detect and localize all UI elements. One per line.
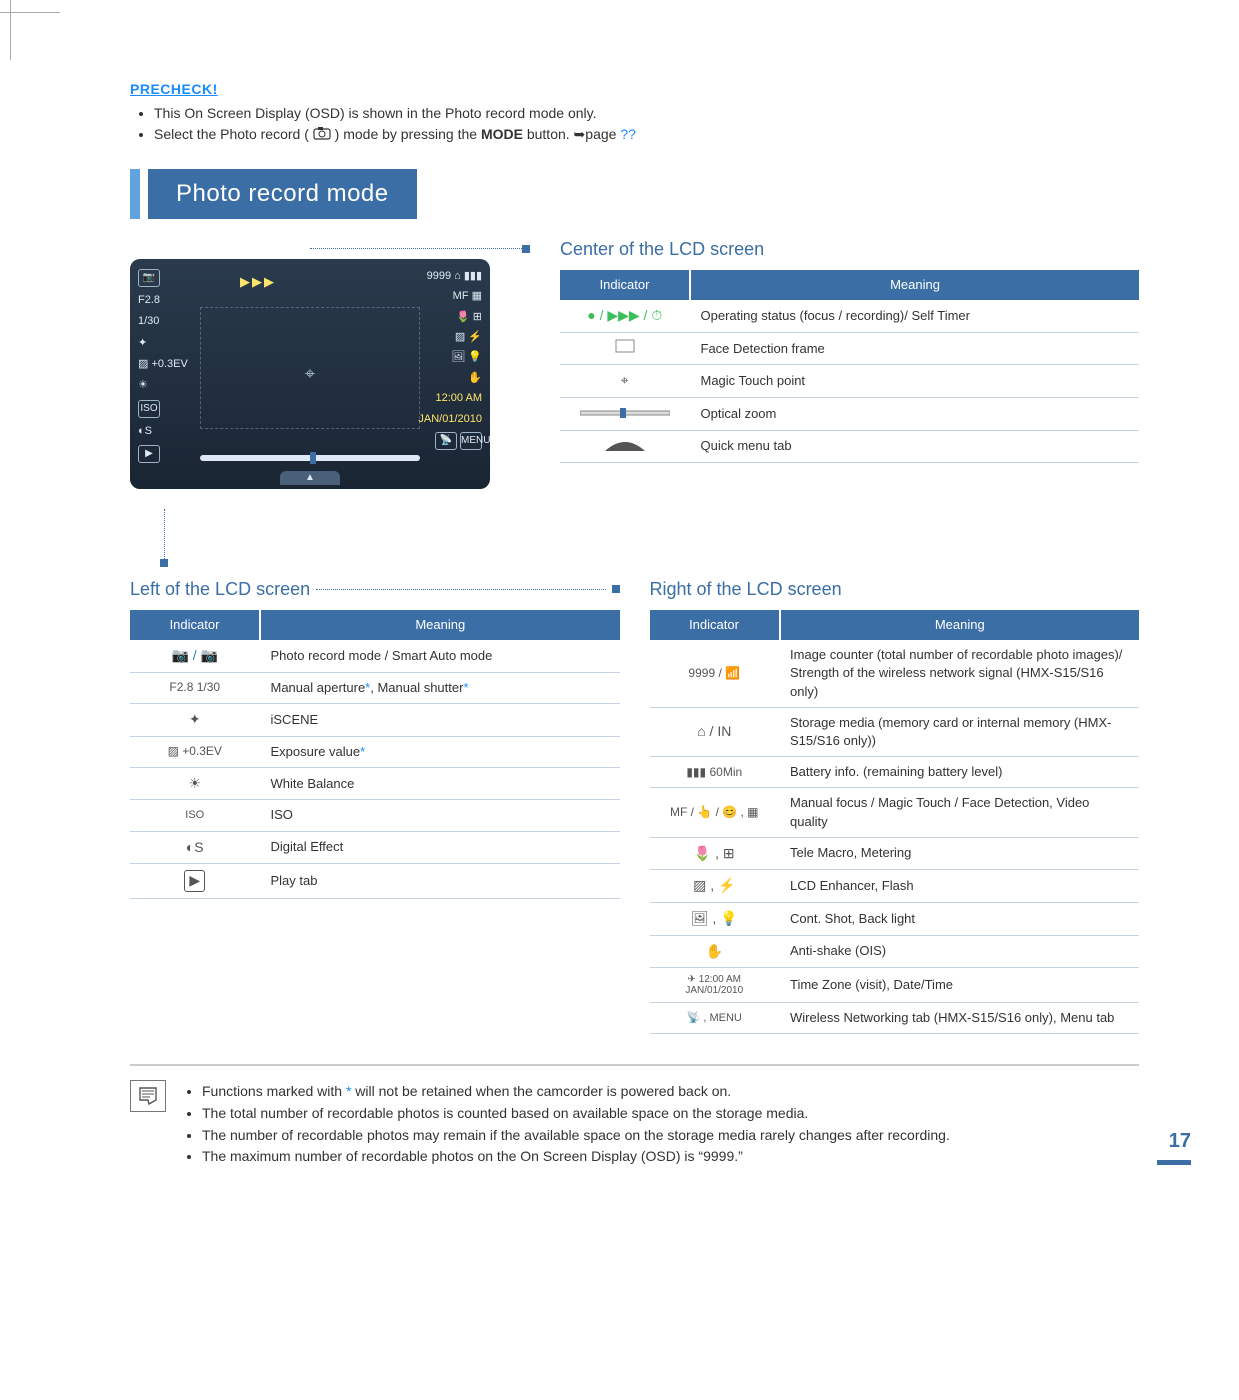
right-table: Indicator Meaning 9999 / 📶Image counter … xyxy=(650,610,1140,1034)
left-table: Indicator Meaning 📷 / 📷Photo record mode… xyxy=(130,610,620,899)
table-row: 📷 / 📷Photo record mode / Smart Auto mode xyxy=(130,640,620,672)
menu-icon: MENU xyxy=(460,432,482,450)
wifi-icon: 📡 xyxy=(435,432,457,450)
connector-line xyxy=(310,248,522,249)
camera-icon xyxy=(313,126,331,146)
left-title: Left of the LCD screen xyxy=(130,577,310,602)
table-row: 📡 , MENUWireless Networking tab (HMX-S15… xyxy=(650,1003,1140,1034)
table-row: Face Detection frame xyxy=(560,332,1139,365)
table-row: ISOISO xyxy=(130,800,620,831)
table-row: ⌖Magic Touch point xyxy=(560,365,1139,398)
table-row: ◐SDigital Effect xyxy=(130,831,620,864)
table-row: ▨ , ⚡LCD Enhancer, Flash xyxy=(650,870,1140,903)
crop-mark-top xyxy=(0,12,60,13)
lcd-right-column: 9999 ⌂ ▮▮▮ MF ▦ 🌷 ⊞ ▨ ⚡ 🖼 💡 ✋ 12:00 AM J… xyxy=(418,269,482,450)
lcd-shutter: 1/30 xyxy=(138,314,188,329)
lcd-row-ois: ✋ xyxy=(468,371,482,386)
lcd-preview: ▶▶▶ ⌖ 📷 F2.8 1/30 ✦ ▨ +0.3EV ☀ ISO ◐S ▶ … xyxy=(130,259,490,489)
connector-dot xyxy=(612,585,620,593)
precheck-list: This On Screen Display (OSD) is shown in… xyxy=(130,104,1139,146)
table-row: ▮▮▮ 60MinBattery info. (remaining batter… xyxy=(650,757,1140,788)
notes-block: Functions marked with * will not be reta… xyxy=(130,1064,1139,1168)
iscene-icon: ✦ xyxy=(138,336,188,351)
lcd-row-cont: 🖼 💡 xyxy=(451,350,482,365)
center-title: Center of the LCD screen xyxy=(560,237,1139,262)
table-row: ▨ +0.3EVExposure value* xyxy=(130,736,620,767)
iso-icon: ISO xyxy=(138,400,160,418)
precheck-item-2: Select the Photo record ( ) mode by pres… xyxy=(154,125,1139,145)
table-row: ● / ▶▶▶ / ⏱Operating status (focus / rec… xyxy=(560,300,1139,332)
note-item-2: The total number of recordable photos is… xyxy=(202,1104,950,1124)
table-row: 🌷 , ⊞Tele Macro, Metering xyxy=(650,837,1140,870)
table-row: MF / 👆 / 😊 , ▦Manual focus / Magic Touch… xyxy=(650,788,1140,837)
crop-mark-left xyxy=(10,0,11,60)
table-row: ✦iSCENE xyxy=(130,704,620,737)
lcd-ev: ▨ +0.3EV xyxy=(138,357,188,372)
table-row: 🖼 , 💡Cont. Shot, Back light xyxy=(650,902,1140,935)
wb-icon: ☀ xyxy=(138,378,188,393)
table-row: F2.8 1/30Manual aperture*, Manual shutte… xyxy=(130,672,620,703)
table-row: ⌂ / INStorage media (memory card or inte… xyxy=(650,707,1140,756)
table-row: Quick menu tab xyxy=(560,430,1139,463)
lcd-date: JAN/01/2010 xyxy=(418,412,482,427)
play-tab-icon: ▶ xyxy=(138,445,160,463)
connector-line xyxy=(316,589,605,590)
center-th-indicator: Indicator xyxy=(560,270,690,300)
left-th-meaning: Meaning xyxy=(260,610,620,640)
effect-icon: ◐S xyxy=(138,424,188,439)
note-item-3: The number of recordable photos may rema… xyxy=(202,1126,950,1146)
lcd-menu-row: 📡 MENU xyxy=(435,432,482,450)
right-th-indicator: Indicator xyxy=(650,610,780,640)
page-number: 17 xyxy=(1169,1127,1191,1155)
lcd-row-enh: ▨ ⚡ xyxy=(455,330,482,345)
lcd-fnum: F2.8 xyxy=(138,293,188,308)
lcd-row-mf: MF ▦ xyxy=(453,289,482,304)
heading-label: Photo record mode xyxy=(148,169,417,219)
connector-line-v xyxy=(164,509,165,559)
lcd-quick-tab: ▲ xyxy=(280,471,340,485)
precheck-heading: PRECHECK! xyxy=(130,80,1139,100)
section-heading: Photo record mode xyxy=(130,169,1139,219)
table-row: ✋Anti-shake (OIS) xyxy=(650,935,1140,968)
center-th-meaning: Meaning xyxy=(690,270,1139,300)
table-row: ▶Play tab xyxy=(130,864,620,899)
precheck-item-1: This On Screen Display (OSD) is shown in… xyxy=(154,104,1139,124)
table-row: Optical zoom xyxy=(560,398,1139,431)
note-item-4: The maximum number of recordable photos … xyxy=(202,1147,950,1167)
lcd-zoom-bar xyxy=(200,455,420,461)
note-item-1: Functions marked with * will not be reta… xyxy=(202,1082,950,1102)
camera-mode-icon: 📷 xyxy=(138,269,160,287)
table-row: ✈ 12:00 AM JAN/01/2010Time Zone (visit),… xyxy=(650,968,1140,1003)
page-number-bar xyxy=(1157,1160,1191,1165)
lcd-left-column: 📷 F2.8 1/30 ✦ ▨ +0.3EV ☀ ISO ◐S ▶ xyxy=(138,269,188,463)
table-row: ☀White Balance xyxy=(130,767,620,800)
left-th-indicator: Indicator xyxy=(130,610,260,640)
connector-dot xyxy=(522,245,530,253)
center-table: Indicator Meaning ● / ▶▶▶ / ⏱Operating s… xyxy=(560,270,1139,463)
lcd-counter: 9999 ⌂ ▮▮▮ xyxy=(427,269,482,284)
lcd-row-macro: 🌷 ⊞ xyxy=(456,310,482,325)
heading-accent xyxy=(130,169,140,219)
lcd-time: 12:00 AM xyxy=(436,391,482,406)
lcd-play-indicator: ▶▶▶ xyxy=(240,273,276,291)
table-row: 9999 / 📶Image counter (total number of r… xyxy=(650,640,1140,707)
lcd-magic-touch-point: ⌖ xyxy=(305,361,315,386)
note-icon xyxy=(130,1080,166,1112)
right-th-meaning: Meaning xyxy=(780,610,1140,640)
connector-dot xyxy=(160,559,168,567)
lcd-zoom-knob xyxy=(310,452,316,464)
right-title: Right of the LCD screen xyxy=(650,577,1140,602)
